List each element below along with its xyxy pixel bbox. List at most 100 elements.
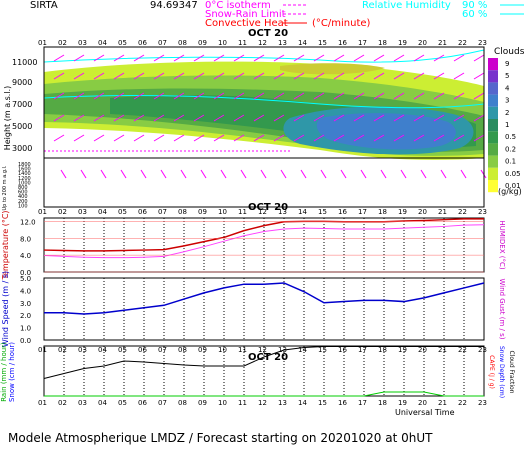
wind-arrow: [113, 92, 125, 100]
wind-arrow: [193, 92, 205, 100]
hour-temperature-23: 23: [478, 208, 487, 216]
hour-bottom-02: 02: [58, 399, 67, 407]
wind-arrow: [233, 134, 245, 142]
wind-arrow-low: [160, 169, 167, 179]
wind-arrow-low: [420, 169, 427, 179]
wind-arrow: [133, 54, 145, 62]
colorbar-swatch-0.01: [488, 180, 498, 193]
hour-mid-14: 14: [298, 346, 307, 354]
wind-arrow: [333, 134, 345, 142]
cloud-band-top: [280, 63, 385, 75]
hour-mid-01: 01: [38, 346, 47, 354]
colorbar-swatch-9: [488, 58, 498, 71]
colorbar-level-5: 5: [505, 72, 509, 80]
hour-top-17: 17: [358, 39, 367, 47]
legend-rh: Relative Humidity: [362, 0, 451, 11]
hour-mid-16: 16: [338, 346, 347, 354]
legend-rh-60: 60 %: [462, 9, 487, 20]
hour-temperature-01: 01: [38, 208, 47, 216]
hour-bottom-13: 13: [278, 399, 287, 407]
wind-arrow: [433, 54, 445, 62]
hour-bottom-18: 18: [378, 399, 387, 407]
wind-arrow: [133, 114, 145, 122]
ytick-lower-1800: 1800: [18, 162, 31, 168]
wind-arrow: [253, 72, 265, 80]
colorbar-swatch-1: [488, 119, 498, 132]
wind-arrow: [93, 54, 105, 62]
colorbar-level-0.05: 0.05: [505, 170, 521, 178]
hour-temperature-13: 13: [278, 208, 287, 216]
colorbar-swatch-0.5: [488, 131, 498, 144]
wind-arrow: [293, 114, 305, 122]
ytick-upper-5000: 5000: [12, 122, 32, 131]
wind-arrow-low: [120, 169, 127, 179]
wind-arrow: [273, 72, 285, 80]
hour-bottom-07: 07: [158, 399, 167, 407]
wind-arrow-low: [280, 169, 287, 179]
wind-arrow: [453, 54, 465, 62]
hour-temperature-18: 18: [378, 208, 387, 216]
wind-arrow: [113, 72, 125, 80]
hour-top-03: 03: [78, 39, 87, 47]
wind-arrow: [353, 114, 365, 122]
wind-ytick-1.0: 1.0: [20, 325, 31, 333]
wind-arrow-low: [60, 169, 67, 179]
hour-top-10: 10: [218, 39, 227, 47]
hour-temperature-07: 07: [158, 208, 167, 216]
ytick-upper-7000: 7000: [12, 100, 32, 109]
wind-arrow: [453, 92, 465, 100]
wind-arrow-low: [460, 169, 467, 179]
ytick-upper-9000: 9000: [12, 78, 32, 87]
wind-arrow: [193, 54, 205, 62]
wind-ytick-3.0: 3.0: [20, 300, 31, 308]
wind-arrow: [433, 134, 445, 142]
hour-mid-08: 08: [178, 346, 187, 354]
colorbar-level-2: 2: [505, 109, 509, 117]
colorbar-level-4: 4: [505, 84, 510, 92]
wind-arrow: [153, 72, 165, 80]
hour-top-16: 16: [338, 39, 347, 47]
hour-mid-17: 17: [358, 346, 367, 354]
hour-top-15: 15: [318, 39, 327, 47]
wind-arrow-low: [360, 169, 367, 179]
ytick-lower-1600: 1600: [18, 167, 31, 173]
hour-mid-21: 21: [438, 346, 447, 354]
wind-arrow: [473, 54, 485, 62]
ytick-lower-400: 400: [18, 194, 28, 200]
precip-ylabel-right-3: Cloud Fraction: [508, 351, 515, 394]
wind-arrow: [473, 92, 485, 100]
hour-mid-20: 20: [418, 346, 427, 354]
wind-arrow: [373, 114, 385, 122]
temperature-ytick-4.0: 4.0: [20, 252, 31, 260]
ytick-lower-200: 200: [18, 199, 28, 205]
precip-series-0: [43, 346, 484, 379]
wind-arrow: [93, 114, 105, 122]
hour-mid-15: 15: [318, 346, 327, 354]
wind-arrow: [393, 72, 405, 80]
wind-arrow-low: [80, 169, 87, 179]
wind-arrow: [313, 72, 325, 80]
site-name: SIRTA: [30, 0, 58, 11]
ytick-lower-800: 800: [18, 185, 28, 191]
wind-arrow: [273, 114, 285, 122]
wind-arrow: [233, 92, 245, 100]
hour-top-19: 19: [398, 39, 407, 47]
wind-arrow: [293, 134, 305, 142]
wind-ytick-0.0: 0.0: [20, 337, 31, 345]
hour-top-21: 21: [438, 39, 447, 47]
colorbar-title: Clouds: [494, 47, 525, 57]
wind-arrow: [53, 72, 65, 80]
wind-arrow: [53, 114, 65, 122]
hour-mid-18: 18: [378, 346, 387, 354]
colorbar-swatch-0.2: [488, 143, 498, 156]
hour-bottom-16: 16: [338, 399, 347, 407]
wind-arrow: [173, 92, 185, 100]
colorbar-swatch-4: [488, 82, 498, 95]
wind-arrow-low: [180, 169, 187, 179]
rh-line-90: [43, 95, 485, 109]
wind-arrow: [313, 92, 325, 100]
hour-bottom-06: 06: [138, 399, 147, 407]
legend-2: Convective Heat: [205, 18, 288, 29]
coords: 94.69347: [150, 0, 198, 11]
temperature-ytick-0.0: 0.0: [20, 269, 31, 277]
